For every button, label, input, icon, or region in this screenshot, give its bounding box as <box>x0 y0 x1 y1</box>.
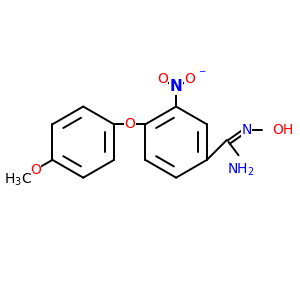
Text: NH$_2$: NH$_2$ <box>227 161 254 178</box>
Text: N: N <box>241 123 252 136</box>
Text: O: O <box>157 72 168 86</box>
Text: N: N <box>170 79 182 94</box>
Text: OH: OH <box>272 123 293 136</box>
Text: H$_3$C: H$_3$C <box>4 171 32 188</box>
Text: $^{-}$: $^{-}$ <box>198 68 206 81</box>
Text: O: O <box>124 117 135 131</box>
Text: O: O <box>30 163 41 177</box>
Text: O: O <box>184 72 195 86</box>
